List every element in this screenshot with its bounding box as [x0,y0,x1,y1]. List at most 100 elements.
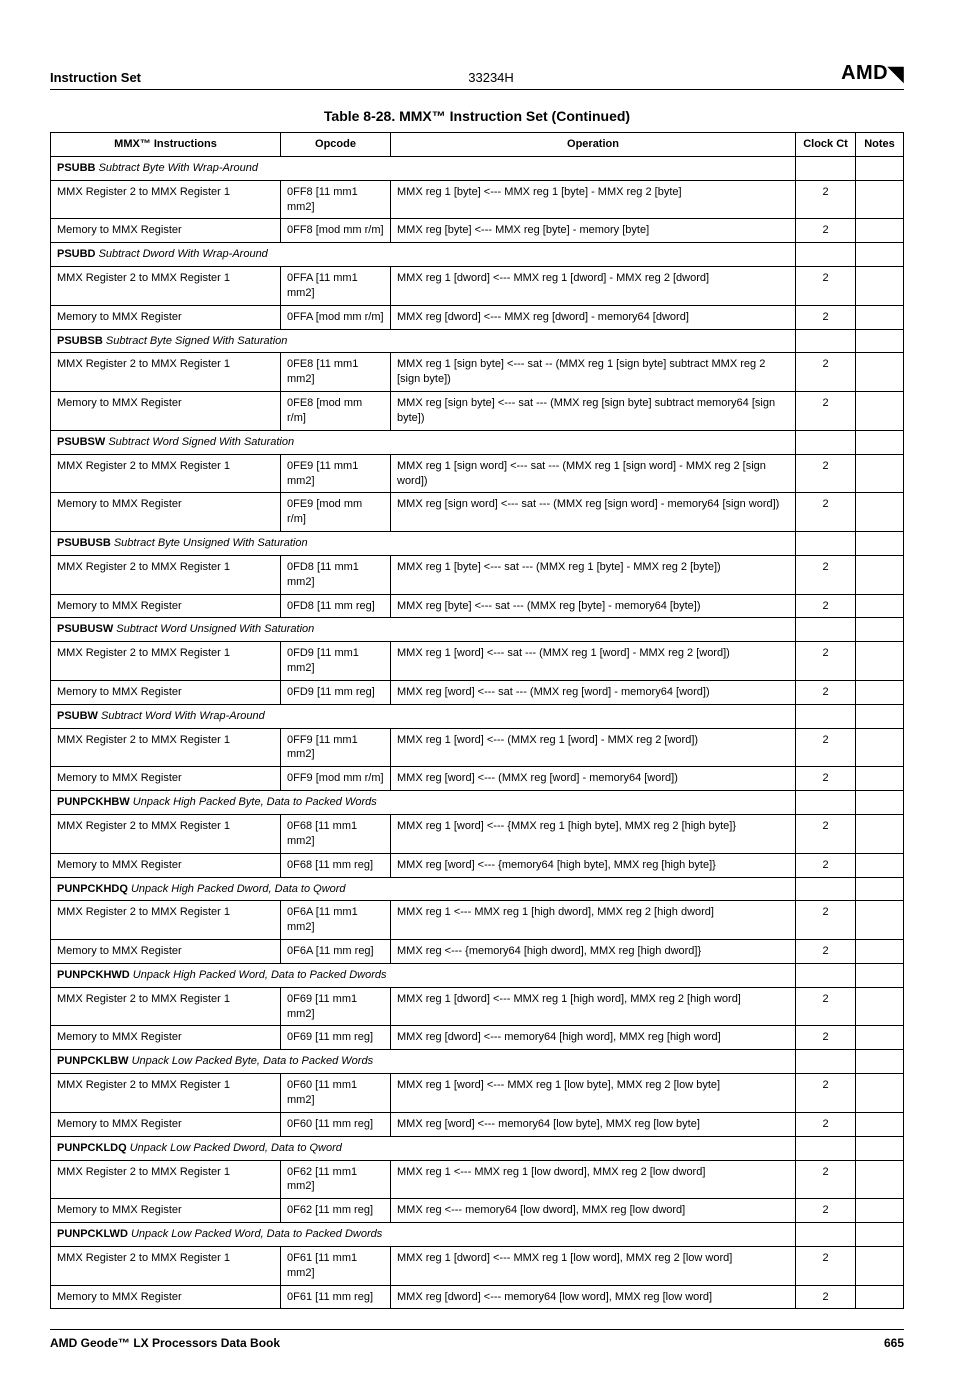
cell-opcode: 0F69 [11 mm1 mm2] [281,987,391,1026]
cell-clock: 2 [796,392,856,431]
group-heading: PUNPCKHWD Unpack High Packed Word, Data … [51,963,796,987]
group-note-cell [856,329,904,353]
cell-clock: 2 [796,987,856,1026]
cell-variant: Memory to MMX Register [51,853,281,877]
cell-notes [856,392,904,431]
table-header-row: MMX™ Instructions Opcode Operation Clock… [51,133,904,157]
group-row: PSUBUSB Subtract Byte Unsigned With Satu… [51,532,904,556]
table-row: MMX Register 2 to MMX Register 10F62 [11… [51,1160,904,1199]
cell-opcode: 0FF8 [mod mm r/m] [281,219,391,243]
cell-opcode: 0F62 [11 mm1 mm2] [281,1160,391,1199]
cell-notes [856,940,904,964]
group-desc: Subtract Word Signed With Saturation [108,436,294,448]
cell-opcode: 0FE8 [11 mm1 mm2] [281,353,391,392]
cell-opcode: 0FD9 [11 mm reg] [281,680,391,704]
cell-notes [856,555,904,594]
group-mnemonic: PSUBUSW [57,623,116,635]
group-row: PSUBSW Subtract Word Signed With Saturat… [51,430,904,454]
cell-operation: MMX reg 1 [byte] <--- MMX reg 1 [byte] -… [391,180,796,219]
group-clk-cell [796,791,856,815]
cell-operation: MMX reg [sign word] <--- sat --- (MMX re… [391,493,796,532]
group-heading: PUNPCKHDQ Unpack High Packed Dword, Data… [51,877,796,901]
cell-variant: Memory to MMX Register [51,493,281,532]
group-heading: PSUBUSW Subtract Word Unsigned With Satu… [51,618,796,642]
group-mnemonic: PSUBSB [57,335,106,347]
cell-clock: 2 [796,1026,856,1050]
cell-operation: MMX reg [sign byte] <--- sat --- (MMX re… [391,392,796,431]
amd-arrow-icon: ◥ [888,61,904,86]
table-row: Memory to MMX Register0F69 [11 mm reg]MM… [51,1026,904,1050]
cell-clock: 2 [796,1285,856,1309]
group-clk-cell [796,1050,856,1074]
cell-variant: MMX Register 2 to MMX Register 1 [51,267,281,306]
cell-notes [856,1074,904,1113]
group-row: PSUBB Subtract Byte With Wrap-Around [51,156,904,180]
cell-variant: MMX Register 2 to MMX Register 1 [51,1160,281,1199]
table-row: MMX Register 2 to MMX Register 10FE9 [11… [51,454,904,493]
cell-notes [856,815,904,854]
table-row: MMX Register 2 to MMX Register 10FD9 [11… [51,642,904,681]
cell-notes [856,1160,904,1199]
group-desc: Unpack Low Packed Byte, Data to Packed W… [132,1055,374,1067]
cell-operation: MMX reg 1 [word] <--- {MMX reg 1 [high b… [391,815,796,854]
group-desc: Subtract Word With Wrap-Around [101,710,265,722]
cell-operation: MMX reg 1 [word] <--- sat --- (MMX reg 1… [391,642,796,681]
table-row: Memory to MMX Register0FE8 [mod mm r/m]M… [51,392,904,431]
table-row: MMX Register 2 to MMX Register 10FFA [11… [51,267,904,306]
cell-opcode: 0FF8 [11 mm1 mm2] [281,180,391,219]
group-note-cell [856,1050,904,1074]
cell-clock: 2 [796,680,856,704]
cell-clock: 2 [796,180,856,219]
cell-clock: 2 [796,594,856,618]
cell-operation: MMX reg [dword] <--- MMX reg [dword] - m… [391,305,796,329]
group-desc: Subtract Byte With Wrap-Around [99,162,258,174]
cell-variant: Memory to MMX Register [51,1112,281,1136]
table-row: Memory to MMX Register0FD8 [11 mm reg]MM… [51,594,904,618]
cell-opcode: 0F68 [11 mm reg] [281,853,391,877]
col-opcode: Opcode [281,133,391,157]
group-desc: Unpack High Packed Word, Data to Packed … [133,969,387,981]
cell-notes [856,180,904,219]
group-heading: PSUBW Subtract Word With Wrap-Around [51,704,796,728]
cell-variant: MMX Register 2 to MMX Register 1 [51,815,281,854]
cell-notes [856,642,904,681]
cell-variant: MMX Register 2 to MMX Register 1 [51,901,281,940]
group-note-cell [856,704,904,728]
cell-opcode: 0FD8 [11 mm reg] [281,594,391,618]
table-row: MMX Register 2 to MMX Register 10F60 [11… [51,1074,904,1113]
group-note-cell [856,877,904,901]
group-mnemonic: PSUBSW [57,436,108,448]
group-desc: Subtract Word Unsigned With Saturation [116,623,314,635]
cell-variant: MMX Register 2 to MMX Register 1 [51,642,281,681]
cell-opcode: 0F60 [11 mm1 mm2] [281,1074,391,1113]
group-note-cell [856,1136,904,1160]
cell-operation: MMX reg <--- {memory64 [high dword], MMX… [391,940,796,964]
cell-operation: MMX reg 1 [byte] <--- sat --- (MMX reg 1… [391,555,796,594]
cell-opcode: 0F61 [11 mm1 mm2] [281,1246,391,1285]
cell-clock: 2 [796,1160,856,1199]
cell-opcode: 0F6A [11 mm1 mm2] [281,901,391,940]
cell-notes [856,1026,904,1050]
group-row: PUNPCKHWD Unpack High Packed Word, Data … [51,963,904,987]
cell-notes [856,267,904,306]
cell-operation: MMX reg 1 [dword] <--- MMX reg 1 [low wo… [391,1246,796,1285]
cell-variant: MMX Register 2 to MMX Register 1 [51,987,281,1026]
group-mnemonic: PSUBB [57,162,99,174]
footer-page: 665 [884,1336,904,1350]
cell-notes [856,1246,904,1285]
group-row: PSUBW Subtract Word With Wrap-Around [51,704,904,728]
group-clk-cell [796,618,856,642]
table-title: Table 8-28. MMX™ Instruction Set (Contin… [50,108,904,124]
header-docnum: 33234H [468,70,514,85]
group-note-cell [856,532,904,556]
cell-operation: MMX reg 1 <--- MMX reg 1 [low dword], MM… [391,1160,796,1199]
group-note-cell [856,791,904,815]
cell-operation: MMX reg [dword] <--- memory64 [low word]… [391,1285,796,1309]
group-clk-cell [796,1223,856,1247]
group-row: PSUBSB Subtract Byte Signed With Saturat… [51,329,904,353]
table-row: Memory to MMX Register0FFA [mod mm r/m]M… [51,305,904,329]
table-row: Memory to MMX Register0FF8 [mod mm r/m]M… [51,219,904,243]
cell-operation: MMX reg 1 [sign byte] <--- sat -- (MMX r… [391,353,796,392]
group-row: PUNPCKHBW Unpack High Packed Byte, Data … [51,791,904,815]
table-row: Memory to MMX Register0F60 [11 mm reg]MM… [51,1112,904,1136]
